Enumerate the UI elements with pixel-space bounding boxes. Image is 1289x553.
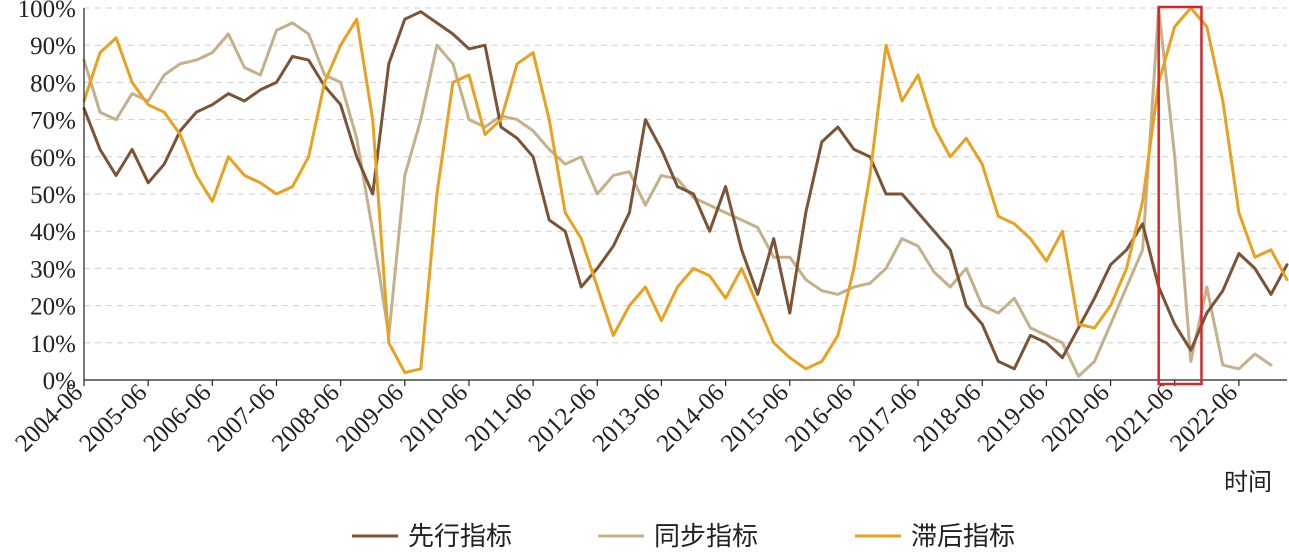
gridlines [84, 7, 1287, 344]
x-tick-label: 2007-06 [203, 379, 281, 457]
y-tick-label: 10% [30, 331, 76, 358]
x-tick-label: 2017-06 [844, 379, 922, 457]
y-tick-label: 40% [30, 219, 76, 246]
x-tick-label: 2013-06 [588, 379, 666, 457]
y-tick-label: 60% [30, 145, 76, 172]
x-tick-label: 2008-06 [267, 379, 345, 457]
x-tick-label: 2019-06 [973, 379, 1051, 457]
y-tick-label: 50% [30, 182, 76, 209]
y-tick-label: 90% [30, 33, 76, 60]
x-tick-label: 2010-06 [395, 379, 473, 457]
y-tick-label: 80% [30, 70, 76, 97]
axes: 0%10%20%30%40%50%60%70%80%90%100%2004-06… [10, 0, 1287, 457]
x-tick-label: 2014-06 [652, 379, 730, 457]
legend-label-2: 同步指标 [654, 522, 758, 552]
x-tick-label: 2020-06 [1037, 379, 1115, 457]
y-tick-label: 70% [30, 108, 76, 135]
highlight-rect [1157, 5, 1203, 386]
legend-label-3: 滞后指标 [911, 522, 1015, 552]
x-tick-label: 2011-06 [460, 379, 537, 456]
legend: 先行指标 同步指标 滞后指标 [352, 522, 1015, 552]
x-tick-label: 2022-06 [1165, 379, 1243, 457]
y-tick-label: 0% [43, 368, 76, 395]
x-tick-label: 2016-06 [780, 379, 858, 457]
x-tick-label: 2012-06 [524, 379, 602, 457]
y-tick-label: 20% [30, 294, 76, 321]
series-line-3 [82, 6, 1289, 375]
x-tick-label: 2005-06 [74, 379, 152, 457]
x-tick-label: 2018-06 [908, 379, 986, 457]
x-tick-label: 2006-06 [139, 379, 217, 457]
series-lines [82, 6, 1289, 378]
x-tick-label: 2015-06 [716, 379, 794, 457]
series-line-2 [82, 6, 1273, 378]
x-axis-label: 时间 [1224, 468, 1272, 496]
series-line-1 [82, 10, 1289, 371]
highlight-box [1157, 5, 1203, 386]
x-tick-label: 2021-06 [1101, 379, 1179, 457]
y-tick-label: 100% [18, 0, 76, 23]
x-tick-label: 2009-06 [331, 379, 409, 457]
y-tick-label: 30% [30, 256, 76, 283]
legend-label-1: 先行指标 [408, 522, 512, 552]
